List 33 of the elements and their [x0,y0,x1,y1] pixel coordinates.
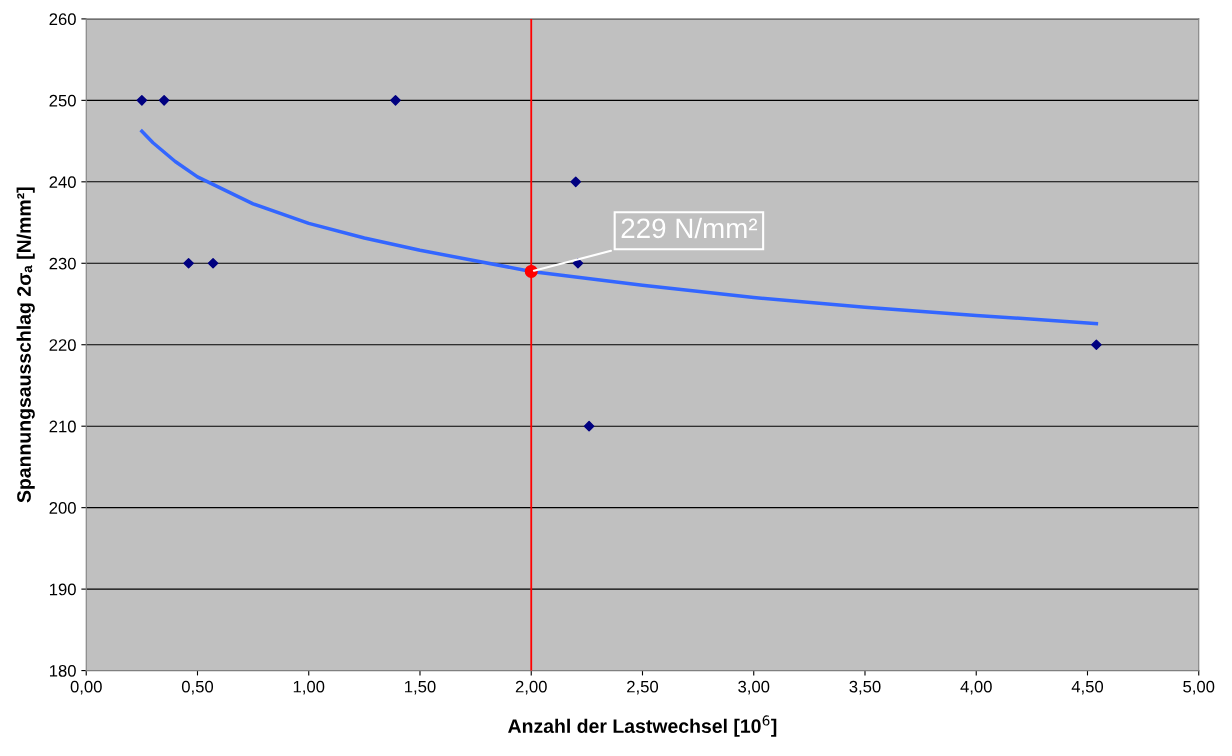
point [570,176,582,188]
y-axis-title: Spannungsausschlag 2σₐ [N/mm²] [16,187,35,503]
x-tick-label: 0,50 [181,680,214,695]
point [1091,339,1102,351]
x-tick-label: 1,50 [405,680,436,695]
x-tick-label: 3,50 [849,680,881,695]
x-tick-label: 4,00 [960,680,992,695]
y-tick-label: 220 [49,339,76,351]
y-tick-label: 230 [49,257,76,270]
y-tick-label: 200 [49,502,76,514]
y-tick-label: 190 [49,583,76,596]
x-tick-label: 3,00 [738,680,770,695]
x-tick-label: 4,50 [1071,680,1104,695]
y-tick-label: 260 [49,13,76,26]
y-tick-label: 210 [49,420,76,433]
point [158,95,170,106]
y-tick-label: 180 [49,664,76,677]
x-axis-title: Anzahl der Lastwechsel [10$^{6}$] [508,715,777,737]
point [390,95,401,106]
x-tick-label: 2,50 [627,680,659,695]
x-tick-label: 0,00 [70,680,102,695]
line-series [140,129,1099,326]
x-tick-label: 5,00 [1183,680,1215,695]
point [136,95,148,106]
y-tick-label: 250 [49,94,76,107]
x-tick-label: 2,00 [515,680,547,695]
x-tick-label: 1,00 [293,680,325,695]
point [183,257,194,269]
point [583,420,595,432]
point [207,257,219,269]
annotation: 229 N/mm² [621,217,758,239]
point [524,264,538,278]
y-tick-label: 240 [49,176,76,189]
